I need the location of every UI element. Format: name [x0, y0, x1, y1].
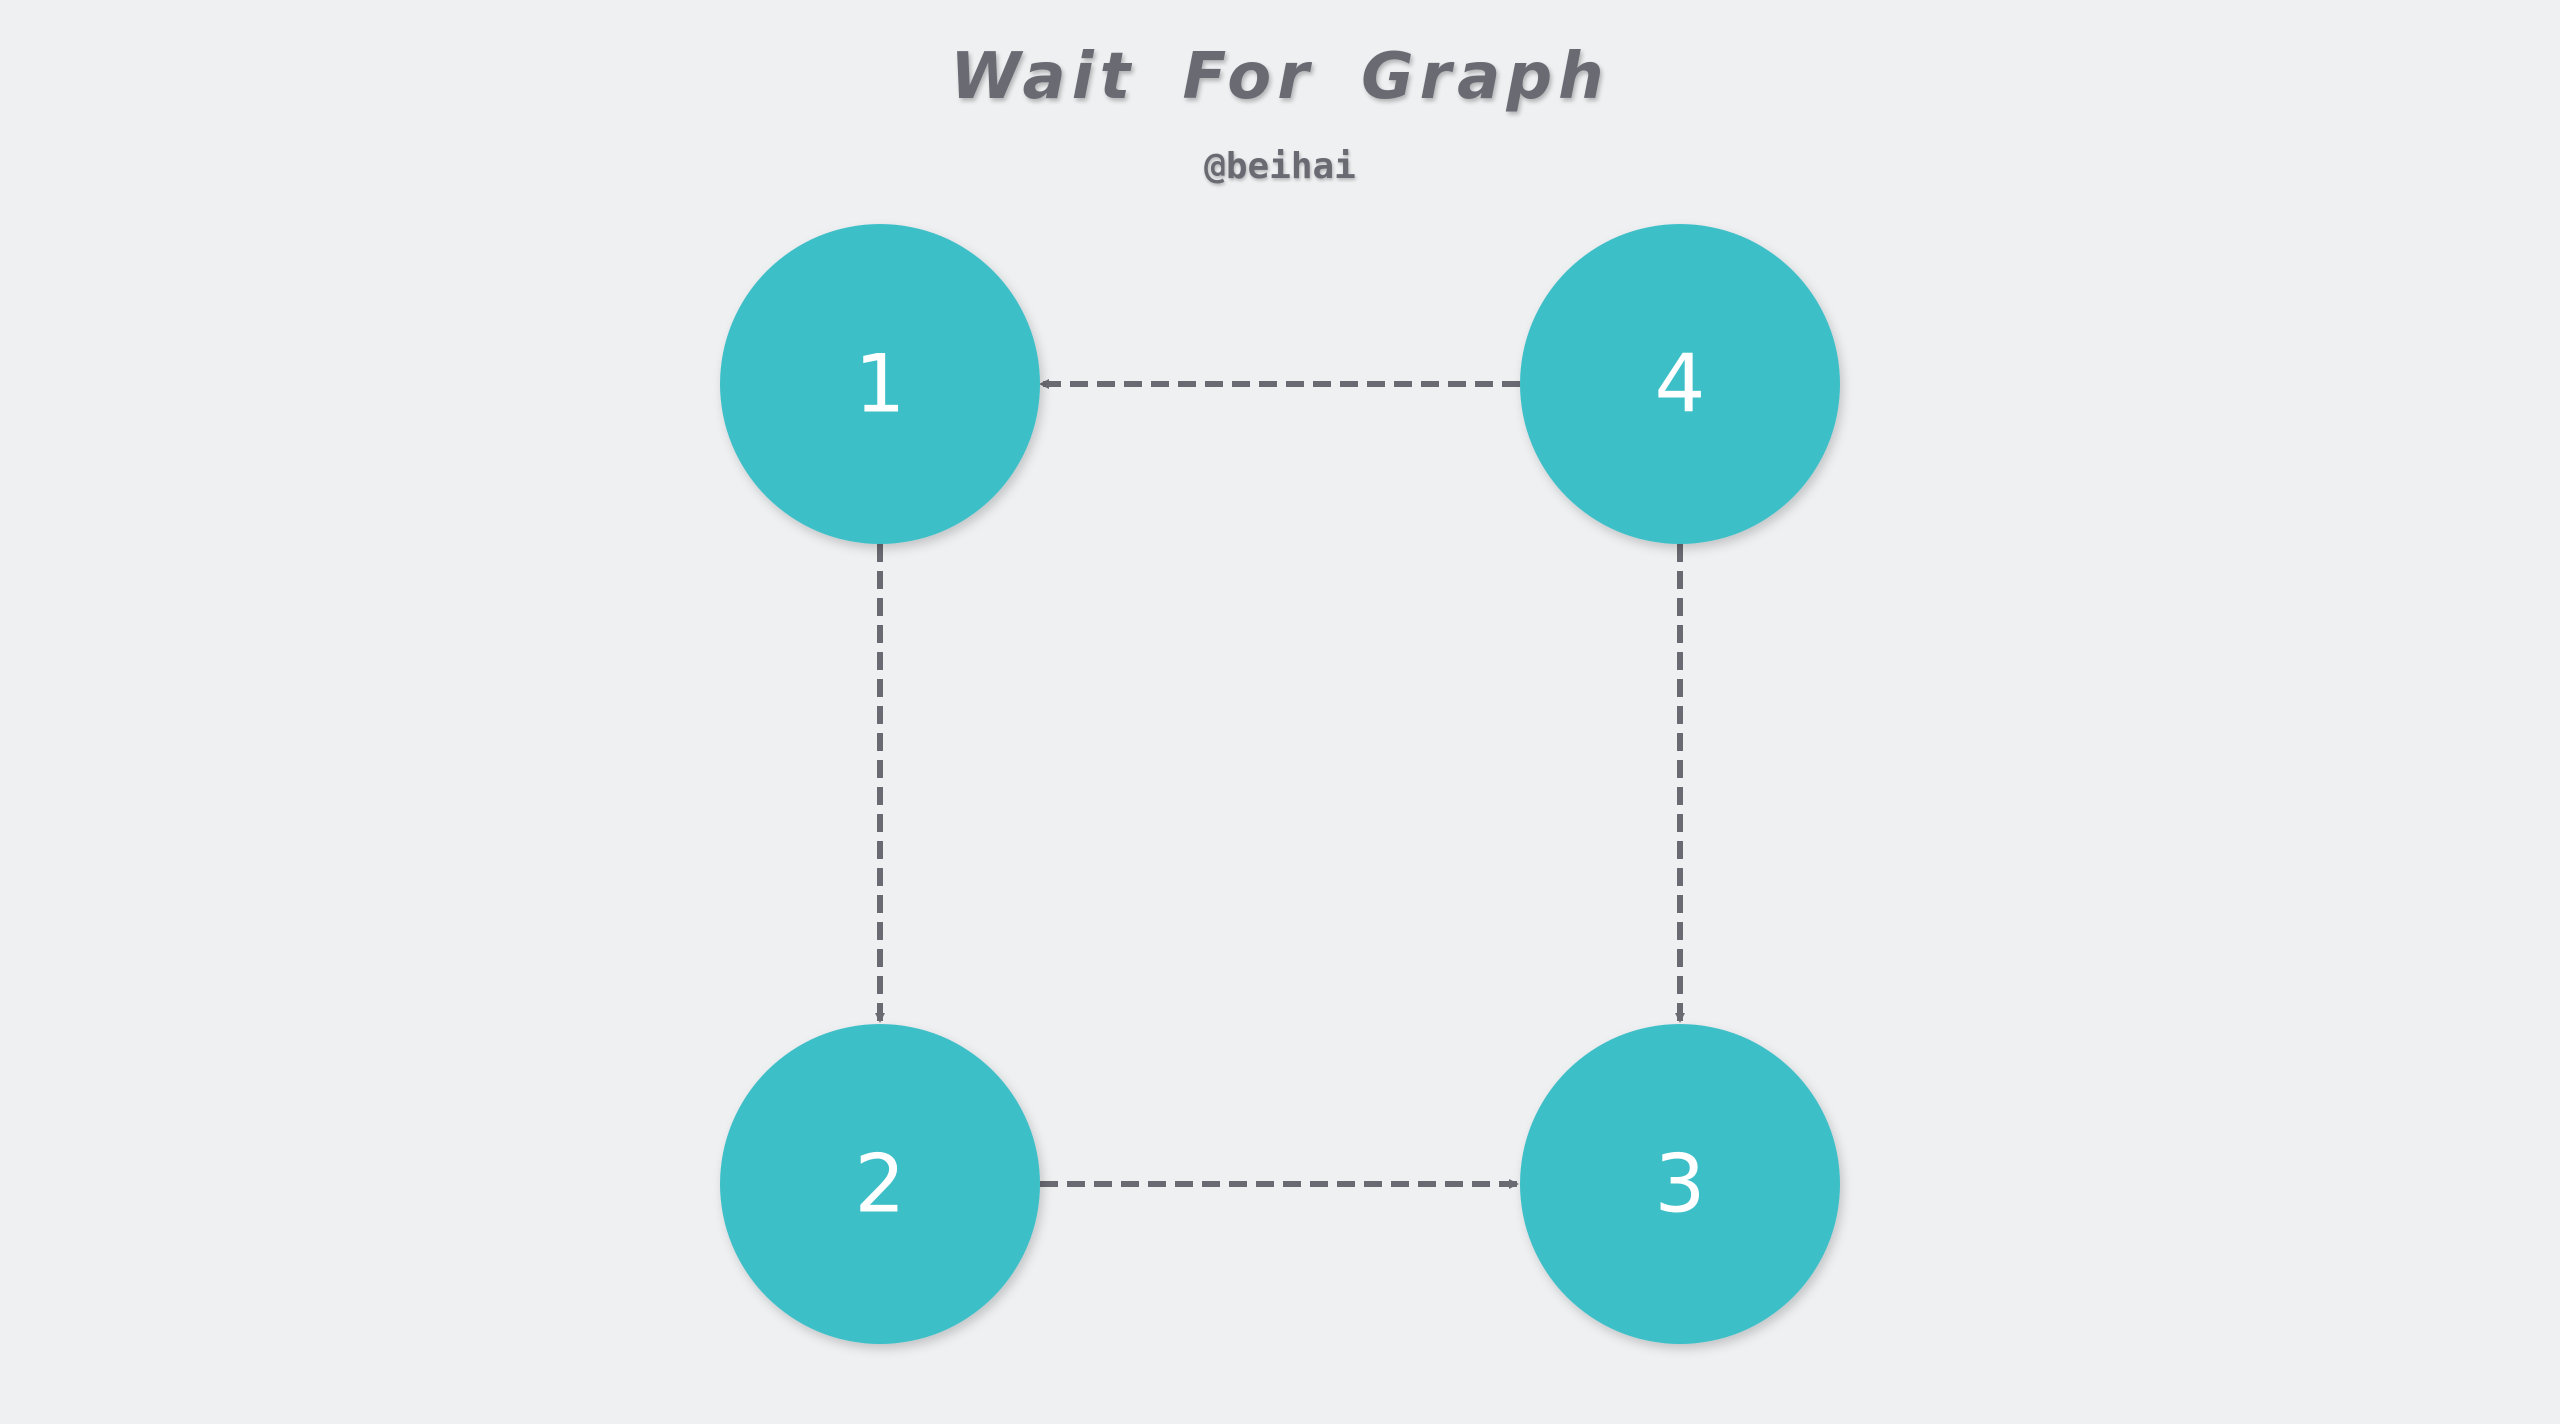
node-circle: [720, 224, 1040, 544]
diagram-title: Wait For Graph: [950, 40, 1610, 114]
node-label: 2: [855, 1138, 906, 1231]
node-label: 3: [1655, 1138, 1706, 1231]
node-1: 1: [720, 224, 1040, 544]
node-circle: [1520, 224, 1840, 544]
node-label: 1: [855, 338, 906, 431]
edges: [875, 379, 1685, 1189]
node-3: 3: [1520, 1024, 1840, 1344]
node-circle: [720, 1024, 1040, 1344]
node-4: 4: [1520, 224, 1840, 544]
node-2: 2: [720, 1024, 1040, 1344]
diagram-subtitle: @beihai: [1204, 146, 1356, 187]
node-label: 4: [1655, 338, 1706, 431]
node-circle: [1520, 1024, 1840, 1344]
